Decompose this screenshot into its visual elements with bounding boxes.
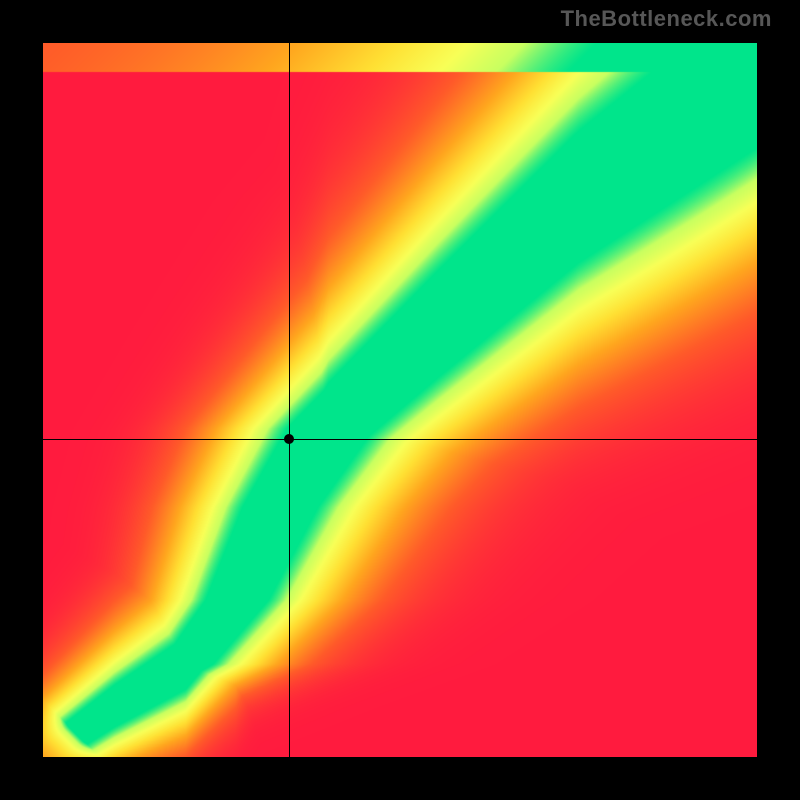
heatmap-canvas (43, 43, 757, 757)
crosshair-horizontal (43, 439, 757, 440)
plot-area (43, 43, 757, 757)
crosshair-marker (284, 434, 294, 444)
crosshair-vertical (289, 43, 290, 757)
watermark-text: TheBottleneck.com (561, 6, 772, 32)
